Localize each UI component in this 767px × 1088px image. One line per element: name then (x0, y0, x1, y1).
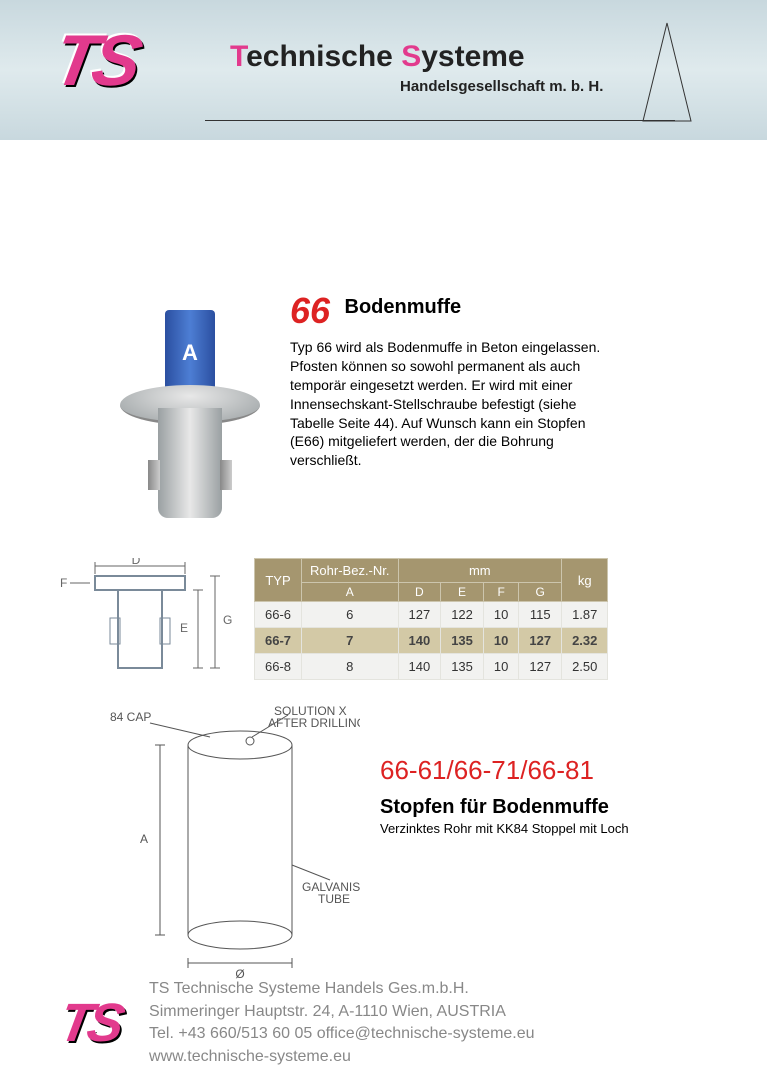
header-title-s: S (401, 40, 421, 73)
cell-d: 127 (398, 602, 441, 628)
footer-line3: Tel. +43 660/513 60 05 office@technische… (149, 1023, 535, 1045)
stopfen-subtitle: Verzinktes Rohr mit KK84 Stoppel mit Loc… (380, 821, 629, 836)
cell-g: 127 (519, 628, 562, 654)
th-kg: kg (562, 559, 608, 602)
cell-kg: 2.50 (562, 654, 608, 680)
th-d: D (398, 583, 441, 602)
cell-e: 122 (441, 602, 484, 628)
cell-kg: 1.87 (562, 602, 608, 628)
footer-logo: TS (55, 992, 125, 1054)
logo-ts: TS (48, 20, 142, 102)
cell-kg: 2.32 (562, 628, 608, 654)
header-title-m2: ysteme (421, 40, 524, 73)
cell-typ: 66-8 (255, 654, 302, 680)
th-rohr: Rohr-Bez.-Nr. (302, 559, 398, 583)
type-number-66: 66 (290, 290, 330, 332)
cell-d: 140 (398, 654, 441, 680)
dim-d-label: D (132, 558, 141, 567)
cell-e: 135 (441, 654, 484, 680)
dim-f-label: F (60, 576, 67, 590)
header-title: Technische Systeme (230, 40, 525, 74)
product-66-title: Bodenmuffe (345, 296, 462, 319)
table-row: 66-77140135101272.32 (255, 628, 608, 654)
cell-typ: 66-6 (255, 602, 302, 628)
product-stopfen-section: A Ø 84 CAP Ø 6mm HOLE SOLUTION X AFTER D… (70, 705, 730, 985)
cell-f: 10 (483, 628, 518, 654)
header-banner: TS Technische Systeme Handelsgesellschaf… (0, 0, 767, 140)
dim-e-label: E (180, 621, 188, 635)
header-triangle-icon (637, 18, 697, 128)
table-row: 66-66127122101151.87 (255, 602, 608, 628)
cap-label: 84 CAP (110, 710, 151, 724)
cell-a: 6 (302, 602, 398, 628)
th-mm: mm (398, 559, 562, 583)
spec-table-body: 66-66127122101151.8766-77140135101272.32… (255, 602, 608, 680)
cell-g: 127 (519, 654, 562, 680)
cell-a: 7 (302, 628, 398, 654)
cell-e: 135 (441, 628, 484, 654)
lug-left-icon (148, 460, 160, 490)
th-e: E (441, 583, 484, 602)
footer: TS TS Technische Systeme Handels Ges.m.b… (0, 978, 767, 1068)
lug-right-icon (220, 460, 232, 490)
product-66-text: 66 Bodenmuffe Typ 66 wird als Bodenmuffe… (290, 290, 610, 550)
tube-label2: TUBE (318, 892, 350, 906)
socket-icon (158, 408, 222, 518)
footer-line4: www.technische-systeme.eu (149, 1046, 535, 1068)
th-typ: TYP (255, 559, 302, 602)
cell-d: 140 (398, 628, 441, 654)
dimension-drawing-66: D F G E (40, 558, 240, 688)
spec-table-row: D F G E TYP Rohr-Bez.-Nr. mm kg A D E F (40, 558, 640, 688)
product-66-section: A 66 Bodenmuffe Typ 66 wird als Bodenmuf… (90, 290, 610, 550)
cell-g: 115 (519, 602, 562, 628)
stopfen-codes: 66-61/66-71/66-81 (380, 755, 629, 786)
product-66-image: A (90, 290, 280, 550)
pipe-a-label: A (182, 340, 198, 366)
spec-table: TYP Rohr-Bez.-Nr. mm kg A D E F G 66-661… (254, 558, 608, 680)
dim-g-label: G (223, 613, 232, 627)
table-row: 66-88140135101272.50 (255, 654, 608, 680)
header-title-t: T (230, 40, 246, 73)
header-title-m1: echnische (246, 40, 401, 73)
product-66-description: Typ 66 wird als Bodenmuffe in Beton eing… (290, 338, 610, 470)
tube-drawing: A Ø 84 CAP Ø 6mm HOLE SOLUTION X AFTER D… (70, 705, 360, 985)
cell-a: 8 (302, 654, 398, 680)
footer-line2: Simmeringer Hauptstr. 24, A-1110 Wien, A… (149, 1001, 535, 1023)
th-a: A (302, 583, 398, 602)
cell-f: 10 (483, 654, 518, 680)
footer-text: TS Technische Systeme Handels Ges.m.b.H.… (149, 978, 535, 1068)
header-subtitle: Handelsgesellschaft m. b. H. (400, 78, 603, 95)
th-f: F (483, 583, 518, 602)
cell-f: 10 (483, 602, 518, 628)
stopfen-title: Stopfen für Bodenmuffe (380, 796, 629, 819)
cell-typ: 66-7 (255, 628, 302, 654)
stopfen-text: 66-61/66-71/66-81 Stopfen für Bodenmuffe… (380, 755, 629, 985)
header-rule (205, 120, 675, 121)
footer-line1: TS Technische Systeme Handels Ges.m.b.H. (149, 978, 535, 1000)
hole-label3: AFTER DRILLING (268, 716, 360, 730)
tube-dim-a: A (140, 832, 148, 846)
th-g: G (519, 583, 562, 602)
